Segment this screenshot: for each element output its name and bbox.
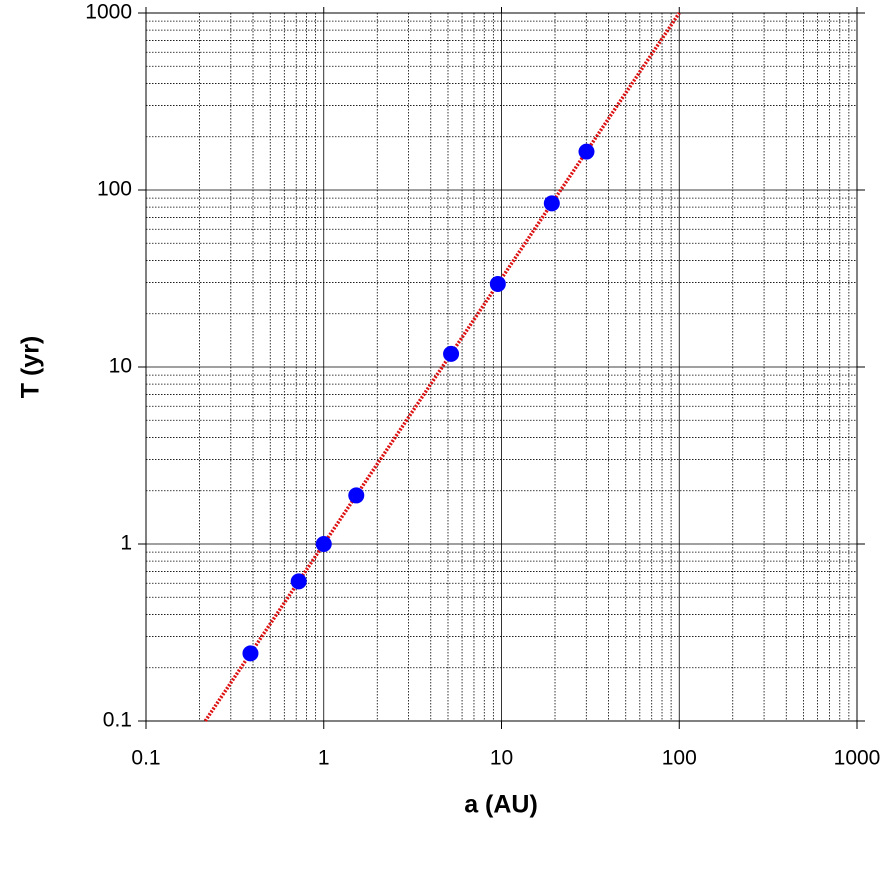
- x-tick-label: 1: [318, 747, 330, 770]
- y-tick-label: 100: [97, 178, 132, 201]
- x-tick-label: 100: [662, 747, 697, 770]
- point: [348, 487, 365, 504]
- point: [242, 645, 259, 662]
- point: [290, 573, 307, 590]
- x-tick-label: 1000: [834, 747, 881, 770]
- point: [443, 345, 460, 362]
- x-tick-label: 0.1: [131, 747, 160, 770]
- y-tick-label: 1000: [85, 1, 132, 24]
- point: [489, 275, 506, 292]
- y-tick-label: 10: [109, 355, 132, 378]
- y-tick-label: 0.1: [103, 709, 132, 732]
- plot-frame: [145, 12, 858, 722]
- point: [315, 536, 332, 552]
- x-axis-label: a (AU): [464, 791, 538, 819]
- y-axis-label: T (yr): [17, 336, 45, 399]
- point: [578, 143, 595, 160]
- point: [543, 195, 560, 212]
- y-tick-label: 1: [120, 532, 132, 555]
- x-tick-label: 10: [490, 747, 513, 770]
